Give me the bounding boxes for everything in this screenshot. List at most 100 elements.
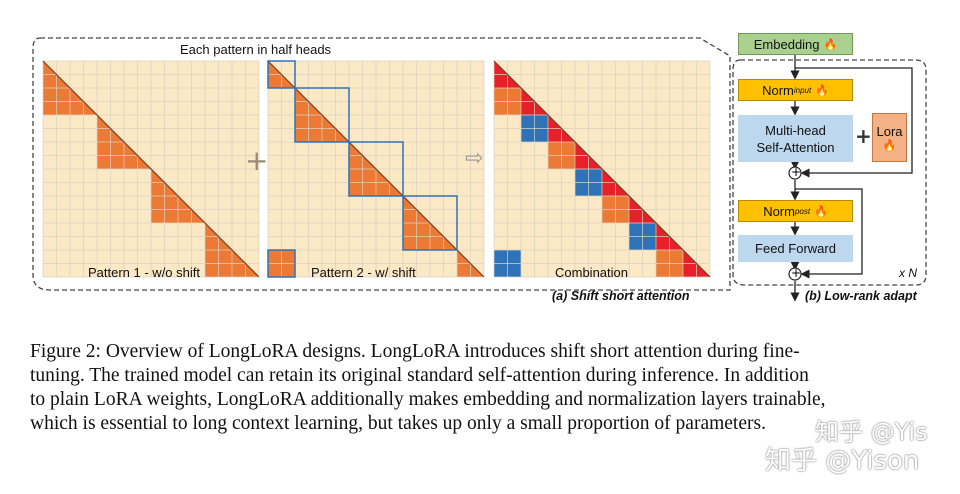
arrow-right-icon: ⇨	[465, 146, 484, 171]
attention-cell	[376, 182, 390, 196]
attention-cell	[507, 250, 521, 264]
half-heads-label: Each pattern in half heads	[180, 42, 332, 57]
attention-cell	[494, 74, 508, 88]
attention-cell	[403, 223, 417, 237]
attention-cell	[457, 263, 471, 277]
attention-cell	[43, 101, 57, 115]
attention-cell	[308, 128, 322, 142]
attention-line2: Self-Attention	[756, 139, 835, 155]
attention-cell	[124, 155, 138, 169]
residual-add-2-symbol: +	[791, 266, 802, 280]
norm-input-block: Norm input 🔥	[738, 79, 853, 101]
attention-cell	[403, 209, 417, 223]
subcaption-a: (a) Shift short attention	[552, 289, 690, 303]
attention-cell	[588, 182, 602, 196]
attention-cell	[43, 74, 57, 88]
attention-cell	[642, 223, 656, 237]
attention-cell	[110, 142, 124, 156]
attention-cell	[521, 128, 535, 142]
attention-cell	[97, 142, 111, 156]
attention-cell	[642, 236, 656, 250]
pattern2-label: Pattern 2 - w/ shift	[311, 265, 416, 280]
attention-cell	[164, 209, 178, 223]
feed-forward-block: Feed Forward	[738, 235, 853, 262]
attention-cell	[521, 101, 535, 115]
repeat-label: x N	[899, 266, 917, 280]
caption-line-3: to plain LoRA weights, LongLoRA addition…	[30, 389, 826, 410]
attention-cell	[232, 263, 246, 277]
attention-cell	[43, 88, 57, 102]
flame-icon: 🔥	[814, 205, 828, 218]
attention-cell	[669, 250, 683, 264]
attention-cell	[308, 115, 322, 129]
attention-cell	[268, 263, 282, 277]
attention-cell	[295, 115, 309, 129]
attention-cell	[295, 101, 309, 115]
combination-grid	[493, 60, 711, 278]
residual-add-1-symbol: +	[791, 165, 802, 179]
attention-cell	[205, 236, 219, 250]
attention-cell	[362, 169, 376, 183]
attention-cell	[416, 223, 430, 237]
attention-cell	[349, 155, 363, 169]
self-attention-block: Multi-head Self-Attention	[738, 115, 853, 162]
embedding-block: Embedding 🔥	[738, 33, 853, 55]
attention-cell	[683, 263, 697, 277]
attention-cell	[575, 155, 589, 169]
attention-cell	[615, 196, 629, 210]
attention-cell	[178, 209, 192, 223]
panel-b-border	[732, 59, 927, 286]
attention-cell	[268, 74, 282, 88]
caption-line-1: Figure 2: Overview of LongLoRA designs. …	[30, 341, 800, 362]
attention-cell	[561, 142, 575, 156]
attention-cell	[218, 263, 232, 277]
attention-cell	[534, 128, 548, 142]
attention-cell	[151, 196, 165, 210]
flame-icon: 🔥	[882, 139, 897, 152]
pattern2-grid	[267, 60, 485, 278]
attention-cell	[494, 101, 508, 115]
caption-line-2: tuning. The trained model can retain its…	[30, 365, 809, 386]
attention-cell	[507, 101, 521, 115]
norm-post-subscript: post	[794, 206, 811, 216]
attention-cell	[218, 250, 232, 264]
attention-cell	[534, 115, 548, 129]
attention-cell	[362, 182, 376, 196]
lora-block: Lora 🔥	[872, 113, 907, 162]
attention-cell	[268, 250, 282, 264]
watermark-upper: 知乎 @Yis	[815, 418, 928, 446]
attention-cell	[548, 155, 562, 169]
panel-a-border	[32, 37, 731, 291]
attention-cell	[629, 209, 643, 223]
attention-cell	[56, 101, 70, 115]
attention-cell	[416, 236, 430, 250]
architecture-connectors	[788, 55, 913, 302]
attention-cell	[548, 142, 562, 156]
lora-label: Lora	[876, 123, 903, 139]
attention-cell	[494, 88, 508, 102]
attention-cell	[507, 88, 521, 102]
attention-cell	[656, 236, 670, 250]
norm-post-label: Norm	[763, 203, 795, 219]
attention-cell	[205, 263, 219, 277]
lora-plus-icon: +	[855, 124, 872, 148]
attention-cell	[110, 155, 124, 169]
attention-cell	[494, 263, 508, 277]
attention-cell	[656, 263, 670, 277]
attention-cell	[602, 182, 616, 196]
attention-cell	[295, 128, 309, 142]
attention-cell	[588, 169, 602, 183]
attention-cell	[494, 250, 508, 264]
attention-cell	[97, 155, 111, 169]
attention-cell	[602, 196, 616, 210]
attention-cell	[615, 209, 629, 223]
attention-cell	[56, 88, 70, 102]
flame-icon: 🔥	[823, 38, 838, 51]
attention-cell	[561, 155, 575, 169]
attention-cell	[322, 128, 336, 142]
attention-cell	[669, 263, 683, 277]
attention-cell	[575, 182, 589, 196]
attention-cell	[97, 128, 111, 142]
embedding-label: Embedding	[753, 36, 820, 52]
attention-cell	[507, 263, 521, 277]
